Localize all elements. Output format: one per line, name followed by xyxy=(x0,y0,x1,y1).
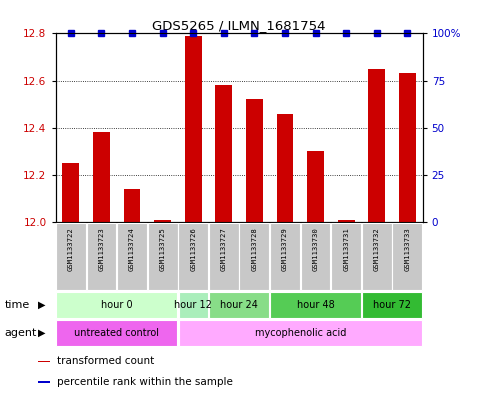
Bar xyxy=(62,163,79,222)
Text: GSM1133732: GSM1133732 xyxy=(374,227,380,271)
Bar xyxy=(86,223,116,290)
Text: GSM1133729: GSM1133729 xyxy=(282,227,288,271)
Text: hour 0: hour 0 xyxy=(101,300,132,310)
Bar xyxy=(369,69,385,222)
Bar xyxy=(392,223,422,290)
Bar xyxy=(209,292,269,318)
Bar xyxy=(38,381,50,383)
Text: agent: agent xyxy=(5,328,37,338)
Text: hour 72: hour 72 xyxy=(373,300,411,310)
Text: GSM1133728: GSM1133728 xyxy=(251,227,257,271)
Bar xyxy=(338,220,355,222)
Bar xyxy=(277,114,293,222)
Text: transformed count: transformed count xyxy=(57,356,155,367)
Bar xyxy=(246,99,263,222)
Bar xyxy=(124,189,141,222)
Text: hour 24: hour 24 xyxy=(220,300,258,310)
Text: ▶: ▶ xyxy=(38,328,46,338)
Text: mycophenolic acid: mycophenolic acid xyxy=(255,328,346,338)
Bar xyxy=(57,292,177,318)
Title: GDS5265 / ILMN_1681754: GDS5265 / ILMN_1681754 xyxy=(152,19,326,32)
Bar xyxy=(57,320,177,346)
Text: GSM1133730: GSM1133730 xyxy=(313,227,319,271)
Bar xyxy=(331,223,361,290)
Bar xyxy=(179,292,208,318)
Text: time: time xyxy=(5,300,30,310)
Text: hour 48: hour 48 xyxy=(297,300,334,310)
Text: GSM1133723: GSM1133723 xyxy=(99,227,104,271)
Bar xyxy=(307,151,324,222)
Bar xyxy=(154,220,171,222)
Bar xyxy=(56,223,86,290)
Bar xyxy=(185,36,201,222)
Bar xyxy=(38,360,50,362)
Text: GSM1133726: GSM1133726 xyxy=(190,227,196,271)
Text: GSM1133722: GSM1133722 xyxy=(68,227,74,271)
Text: percentile rank within the sample: percentile rank within the sample xyxy=(57,377,233,387)
Bar xyxy=(148,223,178,290)
Bar xyxy=(270,223,300,290)
Text: GSM1133724: GSM1133724 xyxy=(129,227,135,271)
Text: GSM1133725: GSM1133725 xyxy=(159,227,166,271)
Text: ▶: ▶ xyxy=(38,300,46,310)
Bar xyxy=(240,223,270,290)
Bar xyxy=(362,292,422,318)
Bar xyxy=(362,223,392,290)
Bar xyxy=(179,320,422,346)
Bar xyxy=(399,73,416,222)
Text: GSM1133727: GSM1133727 xyxy=(221,227,227,271)
Bar xyxy=(93,132,110,222)
Text: untreated control: untreated control xyxy=(74,328,159,338)
Bar xyxy=(300,223,330,290)
Bar xyxy=(209,223,239,290)
Text: GSM1133731: GSM1133731 xyxy=(343,227,349,271)
Bar xyxy=(270,292,361,318)
Bar xyxy=(117,223,147,290)
Text: hour 12: hour 12 xyxy=(174,300,212,310)
Bar xyxy=(178,223,208,290)
Bar xyxy=(215,85,232,222)
Text: GSM1133733: GSM1133733 xyxy=(404,227,411,271)
